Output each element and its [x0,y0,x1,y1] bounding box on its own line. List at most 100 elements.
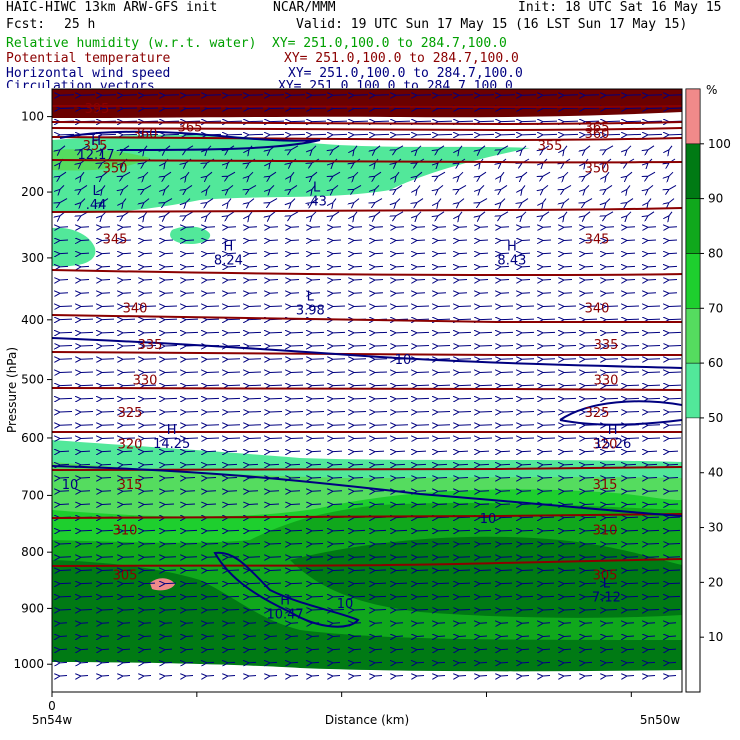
circulation-vector [459,570,471,571]
circulation-vector [144,557,156,558]
circulation-vector [459,332,472,333]
circulation-vector [144,676,152,677]
colorbar-band [685,253,701,309]
circulation-vector [228,676,236,677]
circulation-vector [123,385,136,386]
circulation-vector [207,306,220,307]
circulation-vector [186,491,196,492]
circulation-vector [669,145,673,150]
circulation-vector [207,319,220,320]
circulation-vector [375,649,383,650]
extremum-value: 14.25 [153,437,190,452]
circulation-vector [228,372,241,373]
circulation-vector [228,293,237,294]
circulation-vector [438,478,448,479]
circulation-vector [585,306,598,307]
circulation-vector [312,412,325,413]
circulation-vector [501,319,514,320]
circulation-vector [501,121,516,122]
circulation-vector [333,570,345,571]
circulation-vector [459,557,471,558]
circulation-vector [375,623,383,624]
circulation-vector [312,145,317,150]
circulation-vector [501,372,514,373]
circulation-vector [312,134,327,135]
circulation-vector [648,372,661,373]
circulation-vector [312,478,322,479]
circulation-vector [102,636,110,637]
colorbar-tick-label: 100 [708,137,731,151]
circulation-vector [480,266,489,267]
circulation-vector [186,438,199,439]
circulation-vector [165,662,173,663]
circulation-vector [354,227,363,228]
circulation-vector [627,478,637,479]
circulation-vector [375,211,381,216]
circulation-vector [480,280,489,281]
circulation-vector [564,464,574,465]
extremum-value: 7.12 [592,591,621,606]
circulation-vector [606,649,614,650]
circulation-vector [480,332,493,333]
circulation-vector [585,504,595,505]
circulation-vector [543,623,551,624]
circulation-vector [375,95,390,96]
circulation-vector [417,544,429,545]
circulation-vector [417,425,430,426]
circulation-vector [186,478,196,479]
circulation-vector [564,662,572,663]
circulation-vector [438,649,446,650]
circulation-vector [186,293,195,294]
circulation-vector [396,134,411,135]
circulation-vector [543,478,553,479]
circulation-vector [459,121,474,122]
circulation-vector [228,227,237,228]
circulation-vector [564,346,577,347]
circulation-vector [291,280,300,281]
circulation-vector [648,623,656,624]
circulation-vector [522,398,535,399]
circulation-vector [291,544,303,545]
circulation-vector [375,306,388,307]
init-time: Init: 18 UTC Sat 16 May 15 [518,0,722,15]
circulation-vector [438,504,448,505]
circulation-vector [501,478,511,479]
circulation-vector [459,676,467,677]
circulation-vector [333,95,348,96]
circulation-vector [585,623,593,624]
circulation-vector [543,306,556,307]
circulation-vector [249,184,257,189]
circulation-vector [438,319,451,320]
circulation-vector [501,184,508,189]
circulation-vector [165,491,175,492]
circulation-vector [228,504,238,505]
circulation-vector [417,211,422,216]
circulation-vector [606,280,615,281]
circulation-vector [459,649,467,650]
circulation-vector [459,596,471,597]
circulation-vector [186,211,194,216]
circulation-vector [123,425,136,426]
circulation-vector [648,438,661,439]
circulation-vector [648,557,660,558]
field-vectors-xy: XY= 251.0,100.0 to 284.7,100.0 [278,79,513,88]
circulation-vector [564,211,568,216]
circulation-vector [207,412,220,413]
circulation-vector [270,491,280,492]
circulation-vector [186,332,199,333]
circulation-vector [81,346,94,347]
circulation-vector [333,293,342,294]
circulation-vector [585,385,598,386]
circulation-vector [417,293,426,294]
circulation-vector [102,398,115,399]
circulation-vector [354,372,367,373]
theta-line-310 [52,513,682,519]
circulation-vector [438,372,451,373]
theta-label-right: 350 [585,161,610,176]
circulation-vector [606,491,616,492]
circulation-vector [165,398,178,399]
circulation-vector [606,438,619,439]
circulation-vector [228,319,241,320]
circulation-vector [333,662,341,663]
circulation-vector [543,346,556,347]
